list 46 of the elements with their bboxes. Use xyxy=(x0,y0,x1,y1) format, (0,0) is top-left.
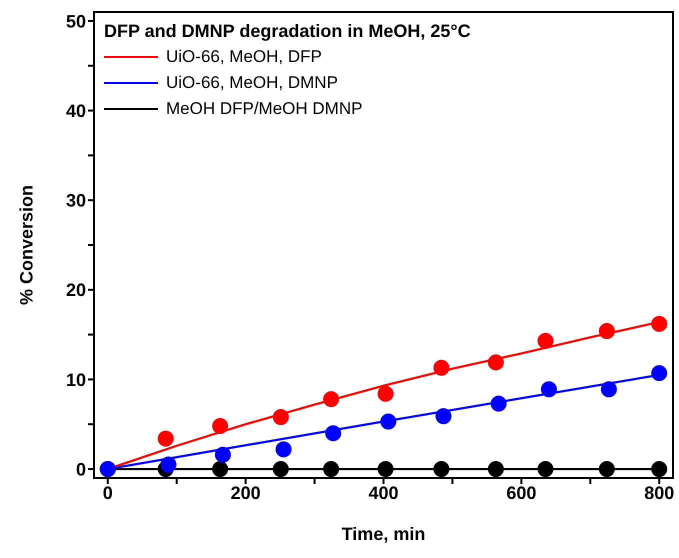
y-tick-label: 20 xyxy=(66,280,86,300)
point xyxy=(540,381,557,398)
point xyxy=(600,381,617,398)
point xyxy=(651,461,668,478)
point xyxy=(212,461,228,478)
point xyxy=(651,316,668,332)
point xyxy=(435,408,452,424)
y-axis-title: % Conversion xyxy=(16,184,36,306)
point xyxy=(598,323,615,340)
point xyxy=(214,446,231,463)
x-axis-title: Time, min xyxy=(342,524,426,544)
point xyxy=(488,354,504,370)
y-tick-label: 10 xyxy=(66,370,86,390)
point xyxy=(598,461,615,478)
point xyxy=(160,456,176,473)
x-tick-label: 600 xyxy=(506,482,536,503)
y-tick-label: 30 xyxy=(66,190,86,211)
point xyxy=(651,365,668,382)
point xyxy=(537,332,554,349)
legend-label: MeOH DFP/MeOH DMNP xyxy=(166,98,362,120)
point xyxy=(276,441,292,458)
point xyxy=(212,418,228,434)
point xyxy=(272,409,289,426)
legend-title: DFP and DMNP degradation in MeOH, 25°C xyxy=(104,20,471,43)
point xyxy=(272,461,289,478)
legend-label: UiO-66, MeOH, DFP xyxy=(166,46,322,68)
x-tick-label: 800 xyxy=(644,482,674,503)
point xyxy=(380,414,396,430)
point xyxy=(323,391,340,408)
legend-label: UiO-66, MeOH, DMNP xyxy=(166,72,338,94)
point xyxy=(378,386,394,402)
point xyxy=(323,461,340,478)
point xyxy=(433,461,450,478)
x-tick-label: 200 xyxy=(230,482,261,503)
y-tick-label: 0 xyxy=(76,459,86,480)
y-tick-label: 40 xyxy=(66,100,86,121)
point xyxy=(433,360,450,376)
x-tick-label: 0 xyxy=(102,482,113,503)
point xyxy=(537,461,554,478)
point xyxy=(378,461,394,478)
point xyxy=(158,430,174,447)
x-tick-label: 400 xyxy=(368,482,399,503)
point xyxy=(488,461,504,478)
point xyxy=(325,425,342,442)
y-tick-label: 50 xyxy=(66,11,86,32)
point xyxy=(490,396,507,412)
